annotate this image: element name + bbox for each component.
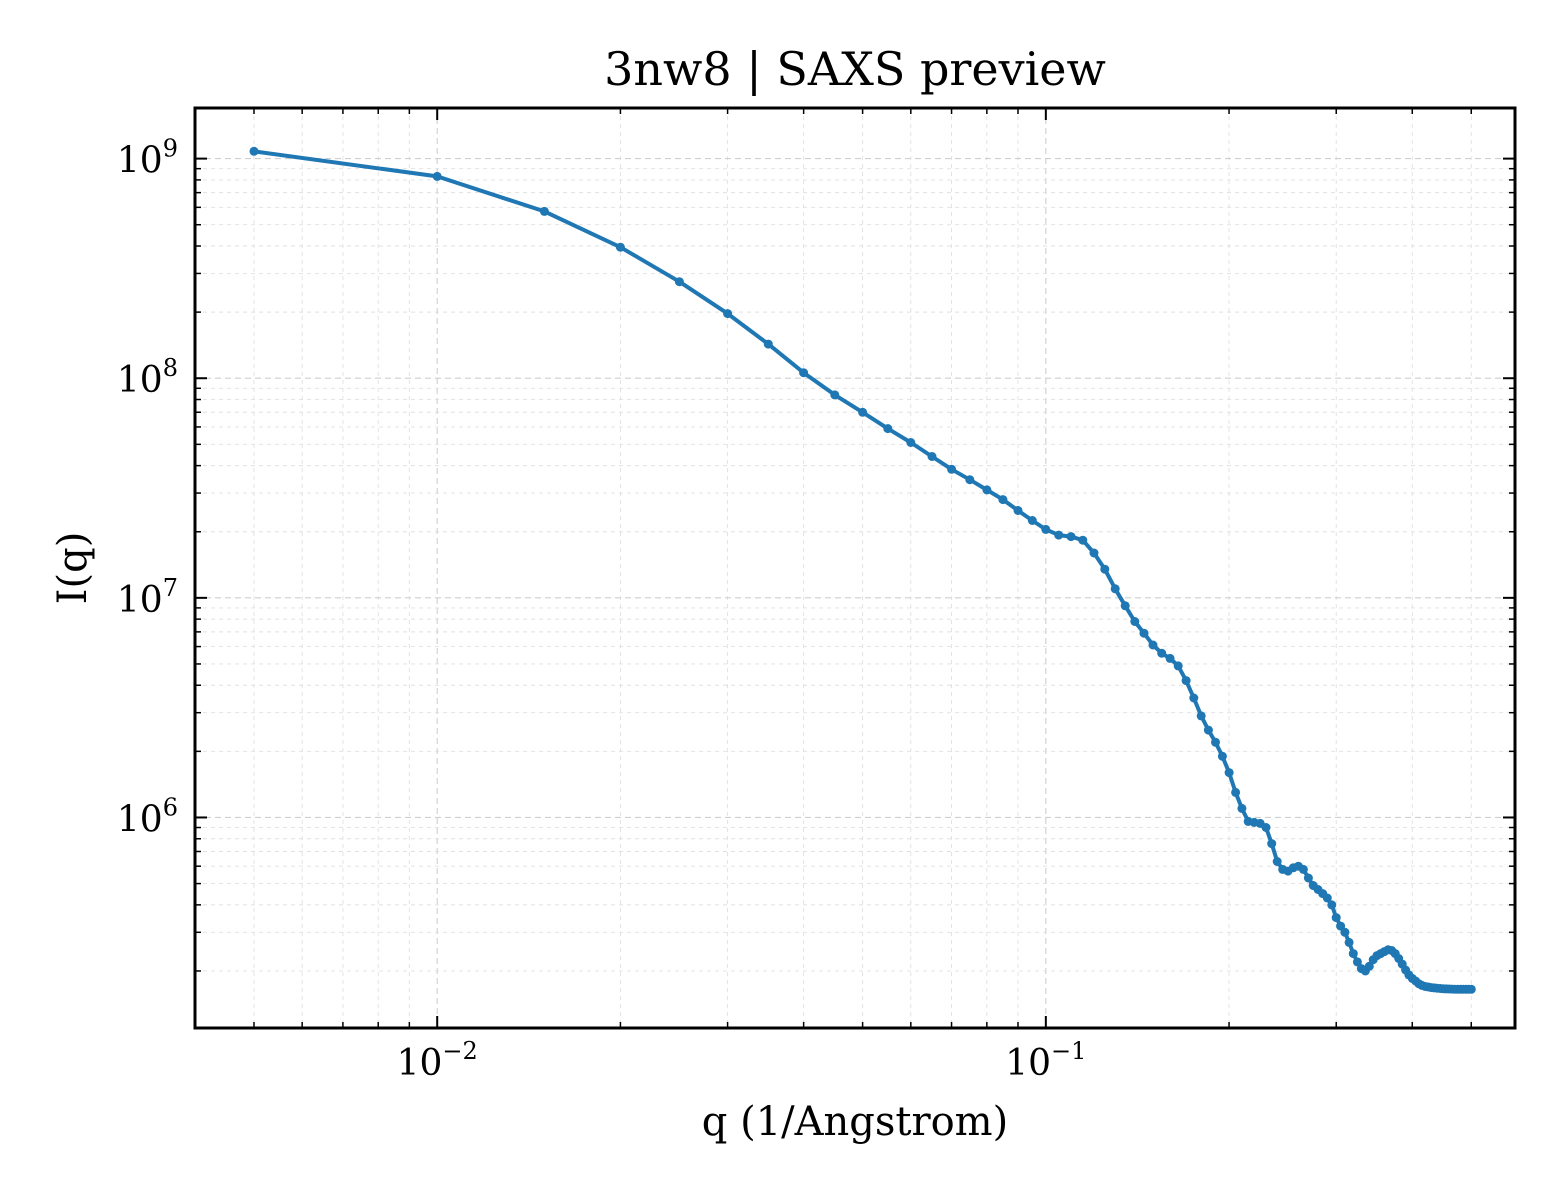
y-tick-exponent: 8	[163, 354, 178, 382]
data-point	[1054, 530, 1064, 540]
data-point	[1189, 693, 1199, 703]
data-point	[674, 277, 684, 287]
data-point	[830, 390, 840, 400]
data-point	[799, 368, 809, 378]
data-point	[1181, 676, 1191, 686]
x-tick-label: 10−1	[1005, 1037, 1086, 1084]
data-point	[883, 424, 893, 434]
data-point	[1027, 516, 1037, 525]
data-point	[1196, 711, 1206, 721]
data-point	[1231, 787, 1241, 797]
data-point	[1078, 535, 1088, 545]
data-point	[906, 438, 916, 447]
data-point	[539, 206, 549, 216]
data-point	[858, 407, 868, 417]
data-point	[1344, 937, 1354, 947]
data-point	[1173, 661, 1183, 671]
y-tick-label: 107	[117, 574, 178, 621]
x-tick-exponent: −2	[442, 1037, 477, 1065]
data-point	[998, 495, 1008, 505]
data-point	[1066, 532, 1076, 542]
data-point	[1148, 640, 1158, 650]
plot-frame	[193, 106, 1517, 1030]
series-layer	[249, 146, 1476, 994]
data-point	[1100, 564, 1110, 574]
data-point	[1322, 893, 1332, 903]
data-point	[1261, 823, 1271, 832]
data-point	[1340, 927, 1350, 937]
y-tick-label: 108	[117, 354, 178, 401]
y-tick-base: 10	[117, 799, 163, 840]
data-point	[1364, 961, 1374, 971]
data-point	[723, 309, 733, 319]
data-point	[965, 475, 975, 485]
data-point	[1331, 913, 1341, 923]
chart-title: 3nw8 | SAXS preview	[604, 42, 1106, 96]
data-point	[1352, 957, 1362, 967]
data-point	[1211, 737, 1220, 747]
data-point	[1272, 857, 1282, 866]
grid-lines	[194, 108, 1515, 1028]
data-point	[432, 171, 442, 181]
data-point	[1110, 584, 1120, 594]
data-point	[1203, 725, 1213, 735]
data-point	[1327, 900, 1337, 910]
data-point	[1348, 949, 1358, 959]
data-point	[1130, 617, 1140, 626]
data-point	[1217, 751, 1227, 761]
y-tick-label: 106	[117, 793, 178, 840]
data-point	[1466, 984, 1476, 994]
data-point	[763, 339, 773, 349]
x-tick-label: 10−2	[397, 1037, 478, 1084]
y-tick-exponent: 7	[163, 574, 178, 602]
data-point	[982, 485, 992, 495]
data-point	[1298, 864, 1308, 874]
data-point	[1157, 648, 1167, 658]
data-point	[1165, 653, 1175, 663]
y-tick-base: 10	[117, 141, 163, 182]
y-tick-exponent: 9	[163, 135, 178, 163]
y-tick-label: 109	[117, 135, 178, 182]
data-point	[947, 464, 957, 474]
x-tick-exponent: −1	[1051, 1037, 1086, 1065]
y-axis-label: I(q)	[50, 532, 96, 605]
data-point	[1013, 506, 1023, 515]
data-point	[249, 146, 259, 156]
y-tick-exponent: 6	[163, 793, 178, 821]
data-point	[927, 452, 937, 461]
data-point	[615, 242, 625, 252]
data-point	[1224, 768, 1234, 778]
data-point	[1237, 803, 1247, 813]
y-tick-base: 10	[117, 580, 163, 621]
y-tick-base: 10	[117, 360, 163, 401]
data-point	[1303, 873, 1313, 883]
x-tick-base: 10	[1005, 1043, 1051, 1084]
data-point	[1089, 548, 1099, 558]
x-axis-label: q (1/Angstrom)	[702, 1099, 1008, 1145]
data-point	[1120, 601, 1130, 611]
x-tick-base: 10	[397, 1043, 443, 1084]
data-point	[1139, 628, 1149, 638]
data-point	[1267, 839, 1277, 849]
data-point	[1041, 524, 1051, 534]
